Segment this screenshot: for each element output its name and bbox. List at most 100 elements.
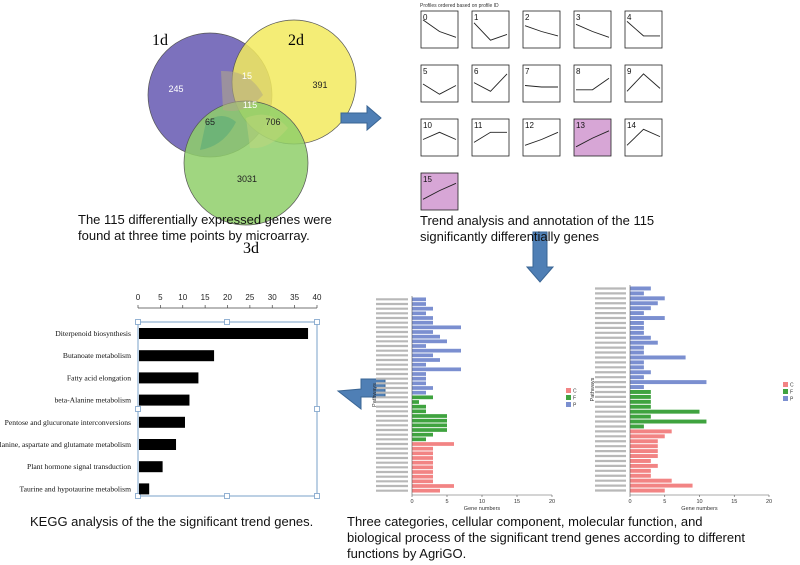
- kegg-bar-chart: 0 5 10 15 20 25 30 35 40 Diterpenoid biosynthesi…: [0, 293, 322, 499]
- kegg-bar: [139, 461, 163, 473]
- go-tick-label: 20: [549, 499, 555, 505]
- go-y-axis-label: Pathways: [590, 377, 596, 401]
- profile-trend-line: [422, 19, 457, 38]
- go-bar: [630, 380, 707, 385]
- go-bar: [630, 414, 651, 419]
- resize-handle[interactable]: [135, 319, 141, 325]
- kegg-category-labels: Diterpenoid biosynthesis Butanoate metabo…: [0, 329, 131, 493]
- go-tick-label: 20: [766, 499, 772, 505]
- profile-id-label: 6: [474, 67, 479, 76]
- profile-box: [624, 10, 663, 49]
- go-bar: [412, 479, 433, 484]
- go-bar: [630, 394, 651, 399]
- kegg-category-label: Alanine, aspartate and glutamate metabol…: [0, 440, 131, 449]
- go-bar: [630, 424, 644, 429]
- resize-handle[interactable]: [314, 406, 320, 412]
- kegg-category-label: beta-Alanine metabolism: [54, 396, 131, 405]
- resize-handle[interactable]: [224, 319, 230, 325]
- go-bar: [630, 370, 651, 375]
- go-bar: [630, 385, 644, 390]
- go-bar: [630, 483, 693, 488]
- profile-box: [522, 10, 561, 49]
- venn-label-1d: 1d: [152, 32, 168, 49]
- profile-id-label: 0: [423, 13, 428, 22]
- go-bar: [412, 311, 426, 316]
- venn-count-3d-only: 3031: [237, 174, 257, 184]
- profile-id-label: 15: [423, 175, 432, 184]
- go-bar: [630, 375, 644, 380]
- profile-trend-line: [422, 131, 457, 140]
- resize-handle[interactable]: [314, 319, 320, 325]
- profile-box: [522, 118, 561, 157]
- resize-handle[interactable]: [135, 406, 141, 412]
- trend-caption: Trend analysis and annotation of the 115…: [420, 213, 655, 244]
- profile-id-label: 8: [576, 67, 581, 76]
- kegg-category-label: Butanoate metabolism: [63, 351, 131, 360]
- profile-id-label: 11: [474, 121, 483, 130]
- kegg-x-axis: 0 5 10 15 20 25 30 35 40: [136, 293, 322, 309]
- go-legend-label: P: [790, 397, 794, 403]
- kegg-category-label: Pentose and glucuronate interconversions: [5, 418, 131, 427]
- resize-handle[interactable]: [224, 493, 230, 499]
- resize-handle[interactable]: [135, 493, 141, 499]
- kegg-category-label: Plant hormone signal transduction: [27, 462, 131, 471]
- go-bar: [412, 451, 433, 456]
- go-tick-label: 5: [445, 499, 448, 505]
- go-bar: [630, 320, 644, 325]
- venn-caption: The 115 differentially expressed genes w…: [78, 212, 332, 243]
- go-bar: [630, 439, 658, 444]
- go-bar: [630, 291, 644, 296]
- go-legend-swatch: [566, 388, 571, 393]
- kegg-tick-label: 5: [158, 293, 163, 302]
- go-bar: [412, 302, 426, 306]
- profile-id-label: 5: [423, 67, 428, 76]
- go-x-axis-label: Gene numbers: [681, 506, 718, 512]
- profile-id-label: 3: [576, 13, 581, 22]
- go-bar: [412, 330, 433, 334]
- go-bar: [630, 473, 651, 478]
- go-bar: [630, 360, 644, 365]
- go-bar: [630, 301, 658, 306]
- profile-id-label: 4: [627, 13, 632, 22]
- go-chart-right: 0 5 10 15 20 Gene numbers Pathways CFP: [590, 285, 794, 512]
- go-bar: [412, 381, 426, 386]
- profile-id-label: 12: [525, 121, 534, 130]
- venn-count-1d-3d: 65: [205, 117, 215, 127]
- go-bar: [412, 437, 426, 442]
- go-bar: [412, 353, 433, 358]
- flow-arrows: [336, 104, 555, 411]
- kegg-bar: [139, 416, 185, 428]
- go-bar: [412, 358, 440, 362]
- resize-handle[interactable]: [314, 493, 320, 499]
- kegg-tick-label: 25: [245, 293, 254, 302]
- go-bar: [412, 376, 426, 381]
- go-bar: [412, 362, 426, 367]
- kegg-bar: [139, 328, 309, 339]
- kegg-tick-label: 0: [136, 293, 141, 302]
- profile-trend-line: [422, 182, 457, 200]
- profile-box: [573, 10, 612, 49]
- kegg-bar: [139, 483, 150, 495]
- profile-box: [471, 64, 510, 103]
- venn-count-all: 115: [243, 100, 257, 110]
- go-bar: [630, 444, 658, 449]
- kegg-category-label: Diterpenoid biosynthesis: [55, 329, 131, 338]
- go-legend-swatch: [566, 395, 571, 400]
- profile-trend-line: [626, 73, 661, 92]
- go-tick-label: 0: [410, 499, 413, 505]
- arrow-left-icon: [336, 378, 386, 411]
- go-tick-label: 10: [479, 499, 485, 505]
- go-tick-label: 10: [696, 499, 702, 505]
- go-bar: [412, 432, 433, 437]
- go-legend-label: C: [790, 383, 794, 389]
- go-bar: [630, 355, 686, 360]
- go-legend-label: C: [573, 389, 577, 395]
- go-bar: [412, 386, 433, 390]
- go-caption: Three categories, cellular component, mo…: [347, 514, 745, 561]
- profile-id-label: 1: [474, 13, 479, 22]
- profile-id-label: 10: [423, 121, 432, 130]
- go-bar: [412, 344, 426, 348]
- go-legend-swatch: [566, 402, 571, 407]
- kegg-tick-label: 35: [290, 293, 299, 302]
